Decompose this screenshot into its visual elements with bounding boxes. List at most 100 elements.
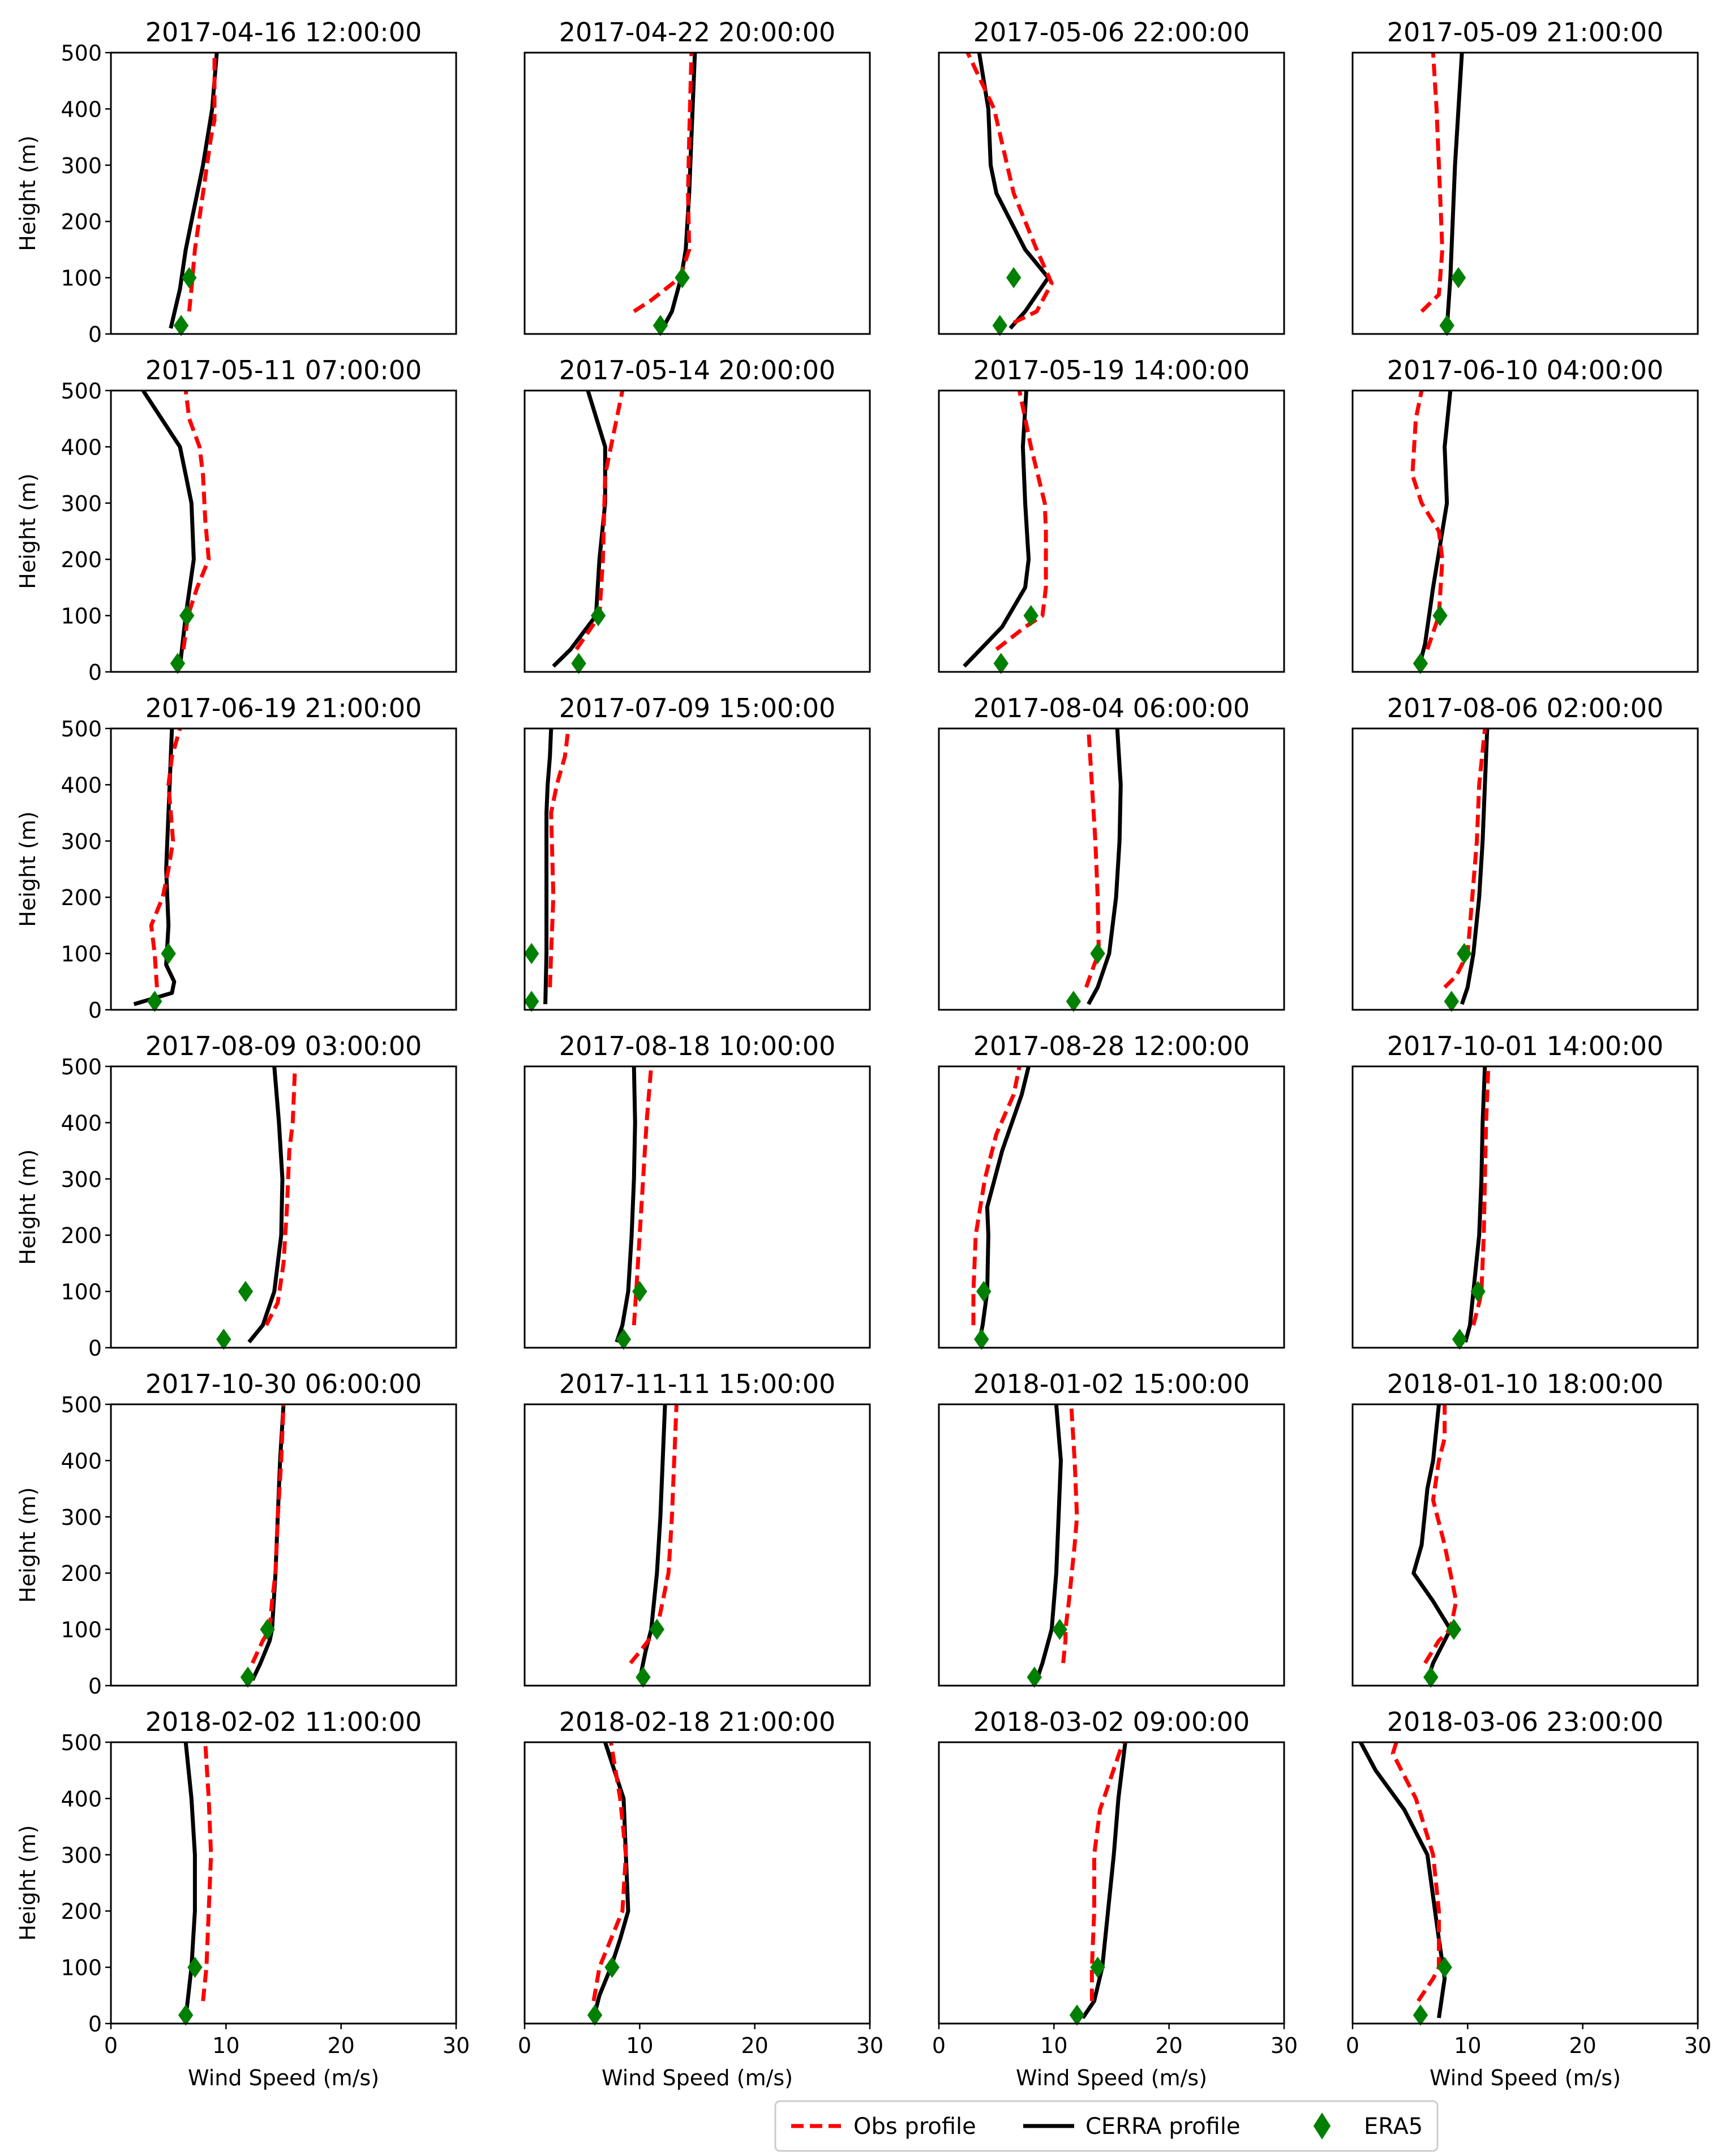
cerra-profile-line bbox=[637, 1404, 667, 1681]
panel: 2017-10-30 06:00:00 0 100 200 300 400 500 Heigh… bbox=[15, 1369, 457, 1699]
x-axis-label: Wind Speed (m/s) bbox=[1430, 2065, 1621, 2090]
cerra-profile-line bbox=[1417, 391, 1453, 667]
y-tick-label: 400 bbox=[61, 1111, 102, 1135]
panel-title: 2018-03-02 09:00:00 bbox=[973, 1707, 1250, 1737]
x-tick-label: 20 bbox=[327, 2033, 354, 2058]
cerra-profile-line bbox=[1087, 728, 1123, 1005]
panel-frame bbox=[1351, 1065, 1699, 1349]
era5-marker bbox=[182, 267, 197, 289]
y-axis-label: Height (m) bbox=[15, 1149, 40, 1265]
era5-marker bbox=[1027, 1666, 1042, 1688]
obs-profile-line bbox=[1390, 1742, 1441, 2003]
cerra-profile-line bbox=[1081, 1742, 1127, 2020]
legend-label-obs: Obs profile bbox=[853, 2114, 976, 2140]
era5-marker bbox=[1006, 267, 1022, 289]
era5-marker bbox=[1090, 1956, 1105, 1978]
era5-marker bbox=[260, 1618, 275, 1640]
era5-marker bbox=[1052, 1618, 1067, 1640]
era5-marker bbox=[1470, 1280, 1486, 1302]
panel: 2017-08-06 02:00:00 bbox=[1351, 693, 1699, 1012]
era5-marker bbox=[523, 991, 539, 1012]
y-tick-label: 500 bbox=[61, 379, 102, 404]
cerra-profile-line bbox=[543, 728, 553, 1005]
y-tick-label: 200 bbox=[61, 1223, 102, 1248]
y-tick-label: 500 bbox=[61, 1392, 102, 1417]
x-axis-label: Wind Speed (m/s) bbox=[188, 2065, 379, 2090]
panel: 2017-04-22 20:00:00 bbox=[523, 17, 871, 336]
cerra-profile-line bbox=[1411, 1404, 1453, 1681]
panel: 2017-05-11 07:00:00 0 100 200 300 400 500 Heigh… bbox=[15, 355, 457, 685]
era5-marker bbox=[1446, 1618, 1462, 1640]
era5-marker bbox=[649, 1618, 665, 1640]
cerra-profile-line bbox=[591, 1742, 630, 2018]
panel: 2017-07-09 15:00:00 bbox=[523, 693, 871, 1012]
era5-marker bbox=[147, 991, 162, 1012]
panel: 2017-05-09 21:00:00 bbox=[1351, 17, 1699, 336]
legend-label-cerra: CERRA profile bbox=[1085, 2114, 1241, 2140]
y-tick-label: 500 bbox=[61, 1055, 102, 1079]
obs-profile-line bbox=[548, 728, 570, 988]
era5-marker bbox=[675, 267, 690, 289]
obs-profile-line bbox=[1089, 1742, 1125, 2001]
panel-frame bbox=[938, 52, 1285, 335]
x-tick-label: 30 bbox=[443, 2033, 470, 2058]
obs-profile-line bbox=[250, 1404, 286, 1664]
y-tick-label: 200 bbox=[61, 1561, 102, 1586]
panel-frame bbox=[1351, 52, 1699, 335]
era5-marker bbox=[1413, 2004, 1428, 2026]
era5-marker bbox=[1457, 942, 1472, 965]
y-tick-label: 300 bbox=[61, 1505, 102, 1530]
panel-title: 2017-08-04 06:00:00 bbox=[973, 693, 1250, 723]
panel-title: 2017-08-06 02:00:00 bbox=[1387, 693, 1664, 723]
panel-title: 2017-04-22 20:00:00 bbox=[559, 17, 836, 48]
y-tick-label: 300 bbox=[61, 829, 102, 854]
panel-title: 2017-05-19 14:00:00 bbox=[973, 355, 1250, 385]
panel: 2018-02-18 21:00:00 0 10 20 30 Wind Speed (m/… bbox=[518, 1707, 883, 2090]
panel: 2017-05-19 14:00:00 bbox=[938, 355, 1285, 674]
panel-frame bbox=[110, 1403, 457, 1687]
cerra-profile-line bbox=[1445, 53, 1464, 329]
era5-marker bbox=[161, 942, 176, 965]
era5-marker bbox=[653, 315, 668, 336]
panel: 2017-04-16 12:00:00 0 100 200 300 400 500 Heigh… bbox=[15, 17, 457, 347]
legend: Obs profile CERRA profile ERA5 bbox=[774, 2100, 1439, 2152]
panel: 2017-05-14 20:00:00 bbox=[523, 355, 871, 674]
era5-marker bbox=[240, 1666, 256, 1688]
panel-title: 2017-11-11 15:00:00 bbox=[559, 1369, 836, 1399]
era5-marker bbox=[604, 1956, 620, 1978]
obs-profile-line bbox=[1084, 728, 1101, 988]
cerra-profile-line bbox=[615, 1066, 637, 1343]
era5-marker bbox=[1066, 991, 1081, 1012]
y-tick-label: 200 bbox=[61, 885, 102, 910]
panel-title: 2017-08-28 12:00:00 bbox=[973, 1031, 1250, 1061]
obs-profile-line bbox=[1061, 1404, 1079, 1664]
era5-marker bbox=[170, 653, 186, 674]
panel-frame bbox=[523, 52, 871, 335]
y-axis-label: Height (m) bbox=[15, 473, 40, 589]
panel-title: 2017-08-09 03:00:00 bbox=[145, 1031, 422, 1061]
y-tick-label: 0 bbox=[88, 1336, 102, 1361]
y-tick-label: 100 bbox=[61, 1280, 102, 1305]
era5-marker bbox=[1444, 991, 1460, 1012]
cerra-profile-line bbox=[183, 1742, 197, 2018]
era5-marker bbox=[173, 315, 189, 336]
era5-marker bbox=[1452, 1328, 1467, 1350]
x-axis-label: Wind Speed (m/s) bbox=[602, 2065, 793, 2090]
y-tick-label: 0 bbox=[88, 2012, 102, 2037]
panel-title: 2018-03-06 23:00:00 bbox=[1387, 1707, 1664, 1737]
y-tick-label: 0 bbox=[88, 660, 102, 685]
obs-profile-line bbox=[591, 1742, 628, 2001]
y-tick-label: 200 bbox=[61, 209, 102, 234]
y-tick-label: 0 bbox=[88, 322, 102, 347]
panel-frame bbox=[110, 1065, 457, 1349]
obs-profile-line bbox=[971, 1066, 1022, 1326]
era5-marker bbox=[571, 653, 586, 674]
era5-marker bbox=[992, 315, 1007, 336]
cerra-profile-line bbox=[977, 1066, 1031, 1343]
panel: 2017-10-01 14:00:00 bbox=[1351, 1031, 1699, 1350]
era5-marker bbox=[187, 1956, 203, 1978]
y-tick-label: 300 bbox=[61, 491, 102, 516]
panel-frame bbox=[523, 1065, 871, 1349]
era5-marker bbox=[1439, 315, 1454, 336]
